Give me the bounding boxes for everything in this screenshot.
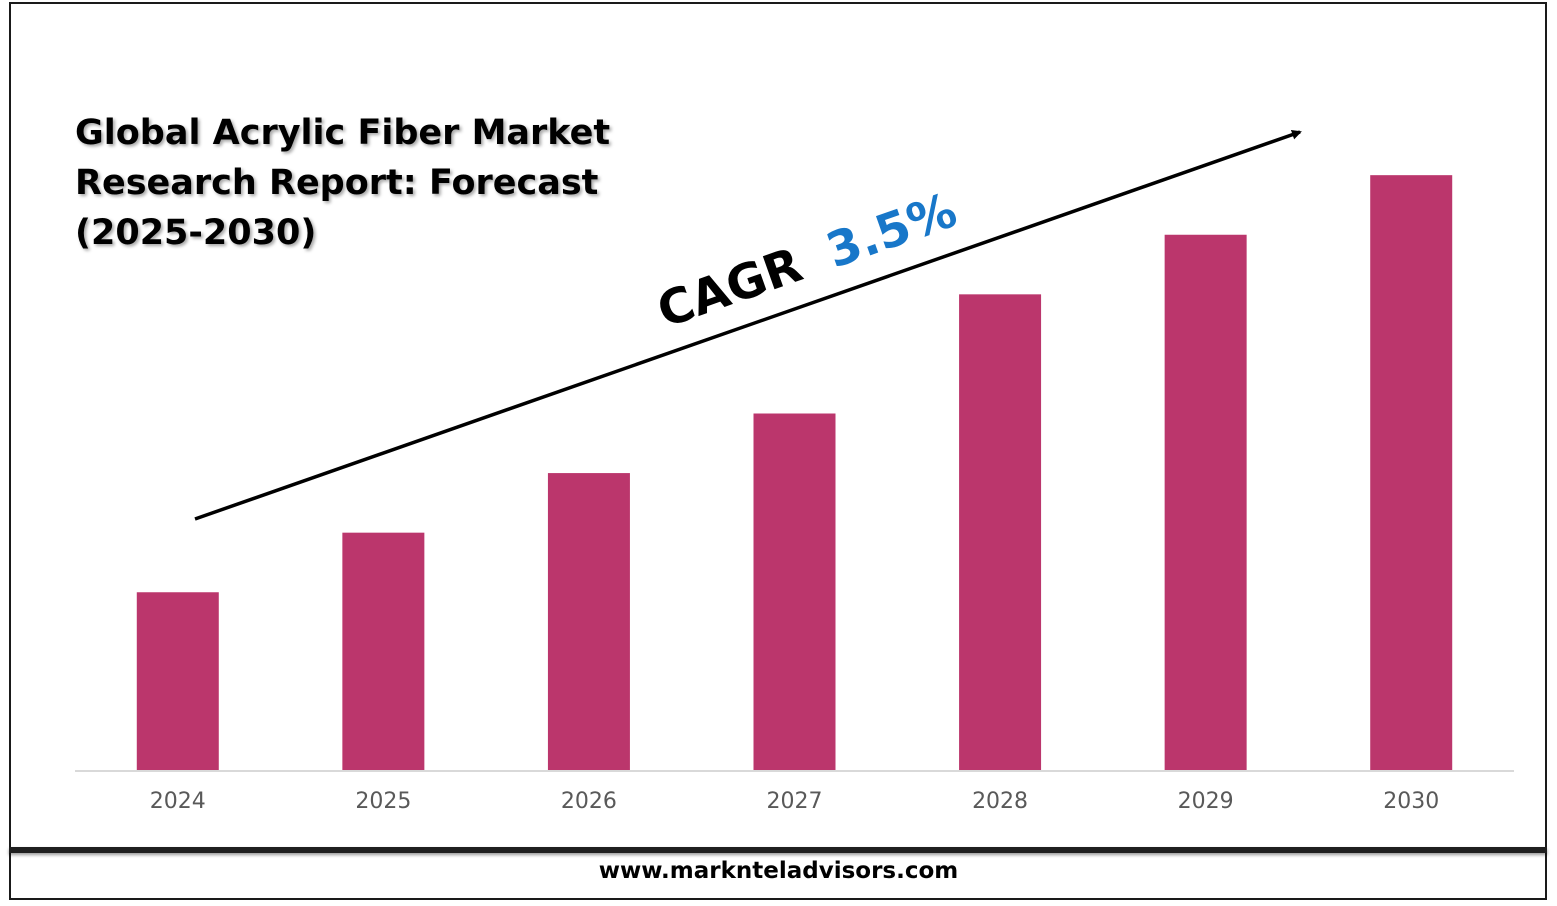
chart-title: Global Acrylic Fiber Market Research Rep… [75,108,610,258]
bar-2029 [1164,234,1247,771]
chart-title-line-3: (2025-2030) [75,213,317,253]
bar-2025 [342,532,425,771]
x-tick-label-2026: 2026 [561,789,617,814]
cagr-label: CAGR 3.5% [650,182,963,339]
footer-website: www.marknteladvisors.com [598,858,959,884]
bar-2028 [959,294,1042,771]
x-tick-label-2029: 2029 [1178,789,1234,814]
x-tick-labels: 2024 2025 2026 2027 2028 2029 2030 [150,789,1439,814]
growth-trend-arrow [194,129,1302,521]
bar-group [136,175,1453,771]
chart-title-line-2: Research Report: Forecast [75,163,599,203]
x-tick-label-2028: 2028 [972,789,1028,814]
cagr-prefix: CAGR [650,237,809,339]
x-tick-label-2025: 2025 [355,789,411,814]
chart-title-line-1: Global Acrylic Fiber Market [75,113,611,153]
cagr-value: 3.5% [819,182,963,279]
bar-2026 [547,473,630,771]
bar-2027 [753,413,836,771]
footer-divider [9,847,1547,853]
x-tick-label-2030: 2030 [1383,789,1439,814]
x-tick-label-2024: 2024 [150,789,206,814]
bar-2024 [136,592,219,771]
bar-2030 [1370,175,1453,771]
x-tick-label-2027: 2027 [767,789,823,814]
